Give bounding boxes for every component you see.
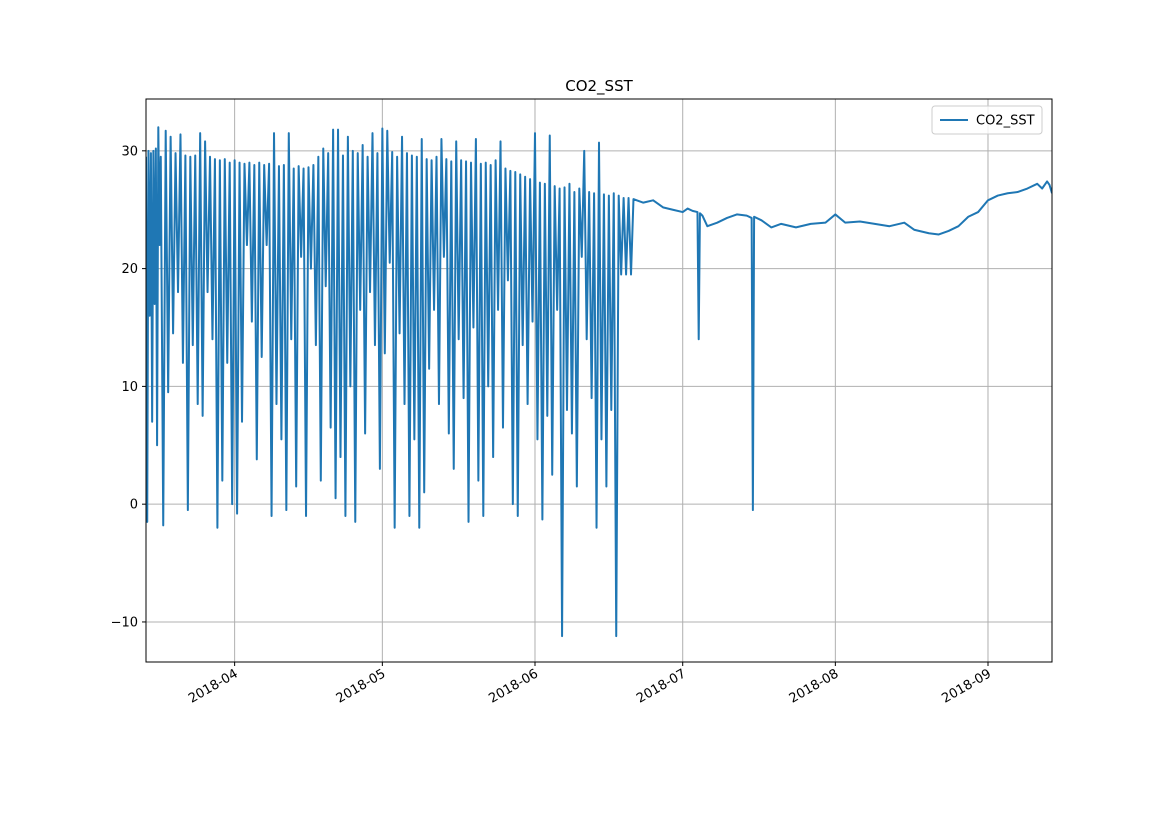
y-tick-label: −10 — [111, 615, 138, 630]
x-tick-label: 2018-05 — [334, 666, 389, 706]
y-tick-label: 0 — [130, 498, 138, 513]
plot-frame — [145, 98, 1053, 663]
legend: CO2_SST — [931, 105, 1043, 135]
axes-layer: −10 0 10 20 30 2018-04 2018-05 2018-06 2018-07 20… — [111, 98, 1053, 707]
y-tick-label: 20 — [121, 262, 138, 277]
series-layer — [146, 126, 1052, 638]
y-tick-label: 30 — [121, 144, 138, 159]
legend-box — [931, 105, 1043, 135]
chart-title: CO2_SST — [565, 77, 633, 96]
x-tick-label: 2018-06 — [486, 666, 541, 706]
x-tick-label: 2018-04 — [186, 666, 241, 706]
x-tick-label: 2018-09 — [939, 666, 994, 706]
series-line-co2-sst — [146, 126, 1052, 638]
x-tick-label: 2018-08 — [787, 666, 842, 706]
legend-label: CO2_SST — [976, 114, 1035, 129]
y-tick-label: 10 — [121, 380, 138, 395]
x-tick-label: 2018-07 — [634, 666, 689, 706]
